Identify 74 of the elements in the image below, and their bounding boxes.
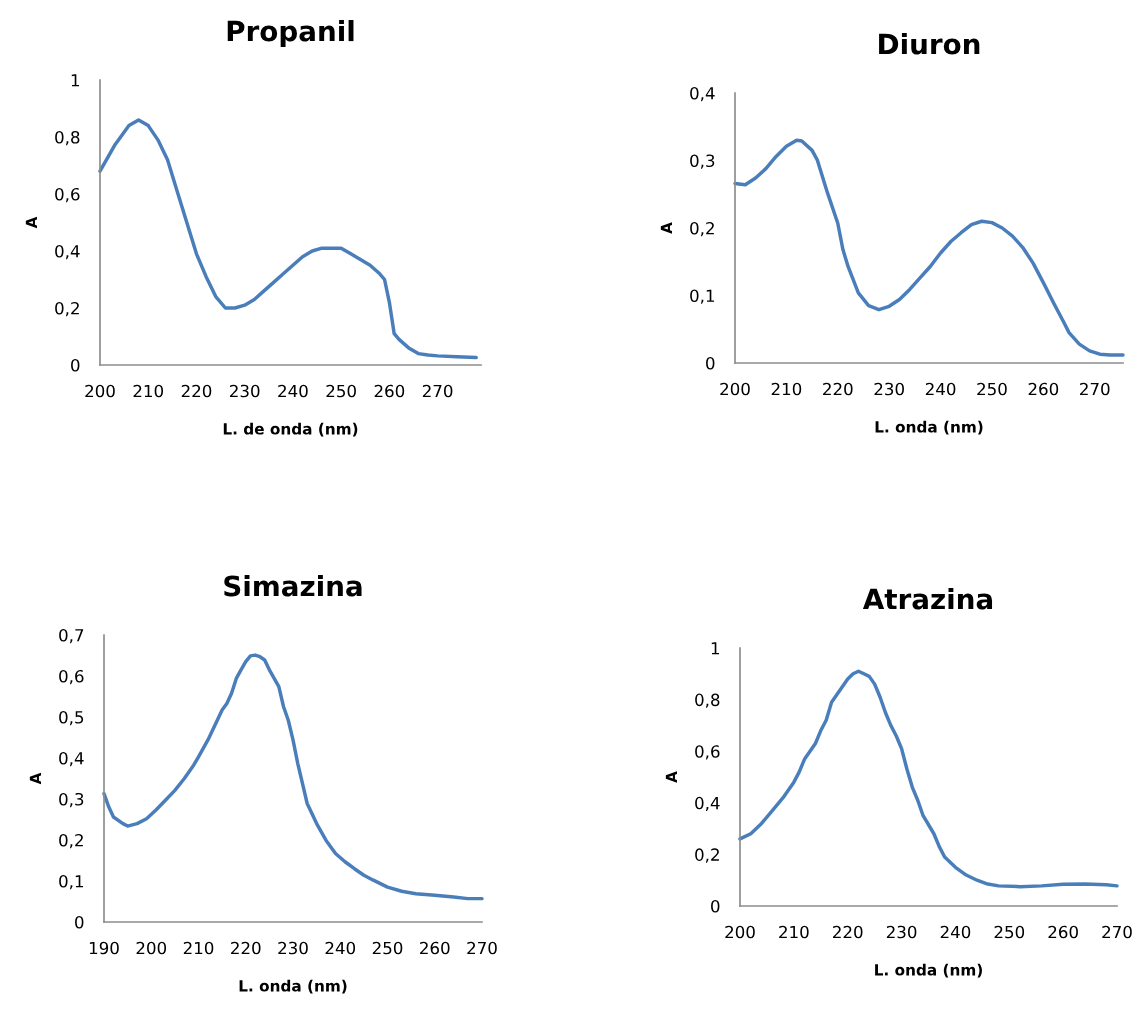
chart-title: Propanil (227, 20, 354, 47)
x-tick-label: 230 (278, 941, 308, 955)
y-tick-label: 0,5 (59, 710, 84, 726)
x-tick-label: 260 (1028, 382, 1059, 396)
x-tick-label: 270 (1080, 382, 1110, 396)
y-axis-title: A (665, 771, 677, 783)
line-series (102, 653, 484, 901)
y-tick-label: 0,6 (59, 669, 84, 685)
y-tick-label: 0,6 (55, 187, 80, 203)
y-tick-label: 0,2 (690, 221, 714, 237)
x-tick-label: 250 (994, 925, 1025, 939)
x-axis-title: L. de onda (nm) (223, 422, 358, 437)
x-tick-label: 230 (886, 925, 917, 939)
x-tick-label: 240 (325, 941, 356, 955)
y-tick-label: 0,7 (59, 628, 84, 644)
x-tick-label: 210 (133, 384, 164, 398)
y-tick-label: 0,3 (690, 154, 715, 169)
x-tick-label: 260 (1048, 925, 1078, 939)
y-tick-label: 0,2 (55, 301, 79, 317)
y-tick-label: 0,4 (55, 244, 80, 260)
x-tick-label: 210 (771, 382, 802, 396)
y-tick-label: 0,1 (690, 289, 715, 304)
line-series (733, 138, 1125, 357)
x-tick-label: 260 (374, 384, 405, 398)
y-tick-label: 0 (75, 915, 84, 929)
y-tick-label: 0,8 (695, 693, 720, 708)
x-tick-label: 210 (183, 941, 214, 955)
y-tick-label: 0,4 (690, 86, 715, 102)
x-tick-label: 200 (725, 925, 755, 939)
x-tick-label: 190 (89, 941, 119, 955)
y-axis-title: A (660, 222, 672, 234)
x-tick-label: 240 (940, 925, 971, 939)
chart-title: Diuron (879, 33, 980, 55)
y-tick-label: 0 (706, 356, 715, 370)
x-tick-label: 220 (231, 941, 261, 955)
line-series (98, 118, 478, 360)
y-tick-label: 0,8 (55, 130, 80, 146)
y-axis-title: A (29, 772, 41, 785)
x-tick-label: 240 (925, 382, 956, 396)
x-tick-label: 250 (326, 384, 356, 398)
x-tick-label: 250 (372, 941, 403, 955)
x-tick-label: 270 (467, 941, 497, 955)
x-tick-label: 250 (977, 382, 1007, 396)
y-tick-label: 0 (71, 358, 80, 372)
y-tick-label: 0,4 (695, 796, 720, 812)
x-tick-label: 210 (779, 925, 809, 939)
x-tick-label: 270 (422, 384, 453, 398)
x-axis-title: L. onda (nm) (875, 963, 982, 978)
x-tick-label: 220 (181, 384, 212, 398)
y-tick-label: 1 (711, 642, 720, 655)
x-tick-label: 270 (1102, 925, 1132, 939)
chart-title: Simazina (224, 575, 362, 597)
chart-title: Atrazina (862, 588, 993, 610)
x-tick-label: 230 (230, 384, 260, 398)
y-tick-label: 0,2 (59, 833, 83, 849)
x-tick-label: 200 (720, 382, 750, 396)
x-tick-label: 240 (278, 384, 308, 398)
x-tick-label: 220 (833, 925, 863, 939)
y-tick-label: 0,2 (695, 848, 719, 863)
y-tick-label: 0,3 (59, 792, 84, 808)
y-tick-label: 0 (711, 899, 720, 913)
x-axis-title: L. onda (nm) (239, 979, 347, 994)
x-tick-label: 200 (136, 941, 167, 955)
x-tick-label: 200 (85, 384, 115, 398)
x-tick-label: 220 (823, 382, 853, 396)
x-tick-label: 230 (874, 382, 904, 396)
y-tick-label: 0,4 (59, 751, 84, 767)
x-axis-title: L. onda (nm) (875, 420, 983, 435)
y-axis-title: A (25, 216, 37, 229)
line-series (738, 669, 1119, 889)
y-tick-label: 1 (71, 74, 80, 87)
y-tick-label: 0,1 (59, 874, 84, 890)
x-tick-label: 260 (420, 941, 450, 955)
y-tick-label: 0,6 (695, 745, 720, 760)
